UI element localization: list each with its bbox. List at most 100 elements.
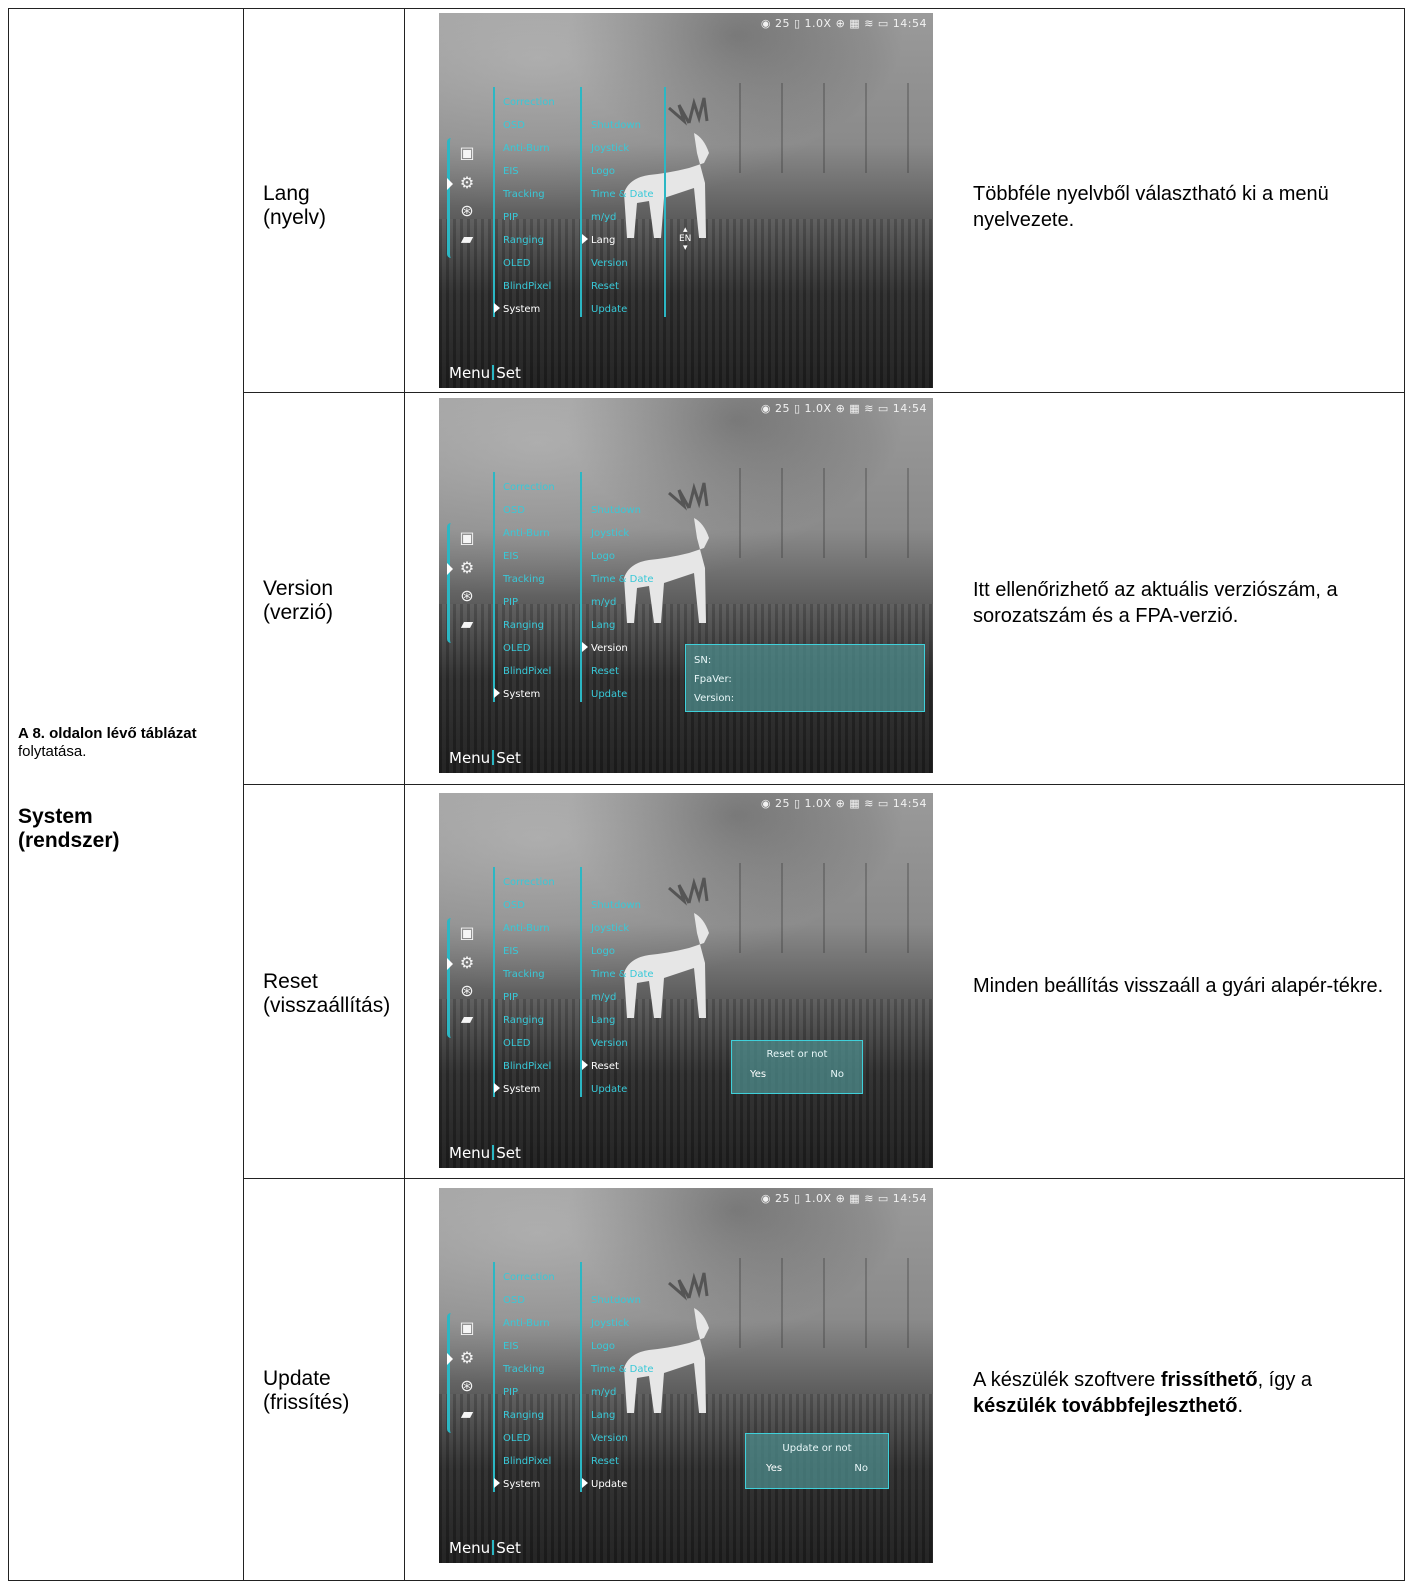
- menu-item[interactable]: Version: [591, 1038, 628, 1049]
- menu-item[interactable]: Correction: [503, 1272, 555, 1283]
- menu-item[interactable]: Correction: [503, 877, 555, 888]
- menu-item[interactable]: OLED: [503, 643, 531, 654]
- row-divider: [243, 784, 1405, 785]
- fence-image: [739, 83, 929, 173]
- side-pointer: [447, 563, 453, 575]
- menu-item[interactable]: Anti-Burn: [503, 923, 550, 934]
- menu-item[interactable]: BlindPixel: [503, 666, 552, 677]
- device-screenshot: ◉ 25 ▯ 1.0X ⊕ ▦ ≋ ▭ 14:54 ▣ ⚙ ⊛ ▰ Correc…: [439, 793, 933, 1168]
- menu-item[interactable]: OLED: [503, 1433, 531, 1444]
- menu-item[interactable]: Ranging: [503, 1015, 545, 1026]
- menu-item[interactable]: m/yd: [591, 992, 617, 1003]
- desc-bold-part: frissíthető: [1160, 1369, 1258, 1391]
- version-info-panel: SN: FpaVer: Version:: [685, 644, 925, 712]
- menu-item[interactable]: Reset: [591, 281, 619, 292]
- menu-item[interactable]: m/yd: [591, 597, 617, 608]
- menu-item[interactable]: OSD: [503, 505, 525, 516]
- menu-item[interactable]: Logo: [591, 1341, 615, 1352]
- menu-item[interactable]: System: [503, 298, 555, 321]
- menu-item[interactable]: BlindPixel: [503, 1061, 552, 1072]
- menu-item[interactable]: Update: [591, 689, 628, 700]
- menu-item[interactable]: Update: [591, 1473, 654, 1496]
- menu-item[interactable]: Logo: [591, 551, 615, 562]
- menu-item[interactable]: System: [503, 683, 555, 706]
- menu-item[interactable]: Version: [591, 637, 654, 660]
- menu-item[interactable]: Tracking: [503, 189, 545, 200]
- menu-item[interactable]: Ranging: [503, 235, 545, 246]
- menu-item[interactable]: EIS: [503, 946, 519, 957]
- menu-item[interactable]: Ranging: [503, 620, 545, 631]
- menu-item[interactable]: Correction: [503, 482, 555, 493]
- menu-item[interactable]: Logo: [591, 946, 615, 957]
- menu-item[interactable]: m/yd: [591, 212, 617, 223]
- menu-item[interactable]: OLED: [503, 1038, 531, 1049]
- menu-item[interactable]: EIS: [503, 1341, 519, 1352]
- menu-item[interactable]: PIP: [503, 1387, 519, 1398]
- menu-item[interactable]: Reset: [591, 666, 619, 677]
- menu-item[interactable]: PIP: [503, 212, 519, 223]
- menu-item[interactable]: Update: [591, 1084, 628, 1095]
- menu-item[interactable]: Version: [591, 258, 628, 269]
- menu-item[interactable]: Time & Date: [591, 1364, 654, 1375]
- menu-item[interactable]: Tracking: [503, 574, 545, 585]
- language-selector[interactable]: ▴ EN ▾: [679, 225, 692, 253]
- menu-item[interactable]: PIP: [503, 992, 519, 1003]
- menu-item[interactable]: Tracking: [503, 1364, 545, 1375]
- menu-column-1: Correction OSD Anti-Burn EIS Tracking PIP Rang…: [503, 91, 555, 321]
- menu-item[interactable]: Shutdown: [591, 1295, 641, 1306]
- reset-confirm-dialog: Reset or not Yes No: [731, 1040, 863, 1094]
- menu-item[interactable]: Shutdown: [591, 900, 641, 911]
- deer-image: [624, 97, 709, 238]
- menu-item[interactable]: Shutdown: [591, 120, 641, 131]
- globe-icon: ⊛: [460, 1376, 474, 1395]
- menu-item[interactable]: PIP: [503, 597, 519, 608]
- serial-number-label: SN:: [694, 655, 712, 666]
- deer-image: [624, 1272, 709, 1413]
- menu-item[interactable]: Shutdown: [591, 505, 641, 516]
- menu-item[interactable]: Ranging: [503, 1410, 545, 1421]
- menu-item[interactable]: OSD: [503, 120, 525, 131]
- menu-divider: [664, 87, 666, 317]
- menu-item[interactable]: BlindPixel: [503, 1456, 552, 1467]
- status-bar: ◉ 25 ▯ 1.0X ⊕ ▦ ≋ ▭ 14:54: [760, 402, 927, 415]
- menu-item[interactable]: Joystick: [591, 1318, 630, 1329]
- menu-item[interactable]: Correction: [503, 97, 555, 108]
- yes-button[interactable]: Yes: [766, 1463, 783, 1474]
- menu-item[interactable]: Joystick: [591, 143, 630, 154]
- menu-item[interactable]: Lang: [591, 1410, 616, 1421]
- menu-item[interactable]: System: [503, 1473, 555, 1496]
- menu-item[interactable]: Anti-Burn: [503, 143, 550, 154]
- menu-side-tabs: ▣ ⚙ ⊛ ▰: [447, 138, 475, 258]
- menu-item[interactable]: Reset: [591, 1055, 654, 1078]
- menu-item[interactable]: Anti-Burn: [503, 528, 550, 539]
- menu-item[interactable]: Time & Date: [591, 574, 654, 585]
- status-bar: ◉ 25 ▯ 1.0X ⊕ ▦ ≋ ▭ 14:54: [760, 1192, 927, 1205]
- menu-item[interactable]: EIS: [503, 166, 519, 177]
- menu-item[interactable]: Version: [591, 1433, 628, 1444]
- dialog-options: Yes No: [746, 1459, 888, 1479]
- menu-item[interactable]: Update: [591, 304, 628, 315]
- menu-item[interactable]: OLED: [503, 258, 531, 269]
- menu-item[interactable]: Joystick: [591, 528, 630, 539]
- menu-item[interactable]: OSD: [503, 1295, 525, 1306]
- menu-item[interactable]: Anti-Burn: [503, 1318, 550, 1329]
- menu-item[interactable]: Lang: [591, 1015, 616, 1026]
- menu-divider: [493, 87, 495, 317]
- menu-item[interactable]: System: [503, 1078, 555, 1101]
- menu-item[interactable]: EIS: [503, 551, 519, 562]
- menu-item[interactable]: Lang: [591, 620, 616, 631]
- menu-item[interactable]: Time & Date: [591, 969, 654, 980]
- menu-item[interactable]: m/yd: [591, 1387, 617, 1398]
- setting-name-hu: (verzió): [263, 601, 334, 624]
- menu-item[interactable]: BlindPixel: [503, 281, 552, 292]
- menu-item[interactable]: Tracking: [503, 969, 545, 980]
- menu-item[interactable]: Time & Date: [591, 189, 654, 200]
- menu-item[interactable]: Lang: [591, 229, 654, 252]
- menu-item[interactable]: Logo: [591, 166, 615, 177]
- menu-item[interactable]: OSD: [503, 900, 525, 911]
- menu-item[interactable]: Joystick: [591, 923, 630, 934]
- menu-item[interactable]: Reset: [591, 1456, 619, 1467]
- no-button[interactable]: No: [830, 1069, 844, 1080]
- yes-button[interactable]: Yes: [750, 1069, 767, 1080]
- no-button[interactable]: No: [854, 1463, 868, 1474]
